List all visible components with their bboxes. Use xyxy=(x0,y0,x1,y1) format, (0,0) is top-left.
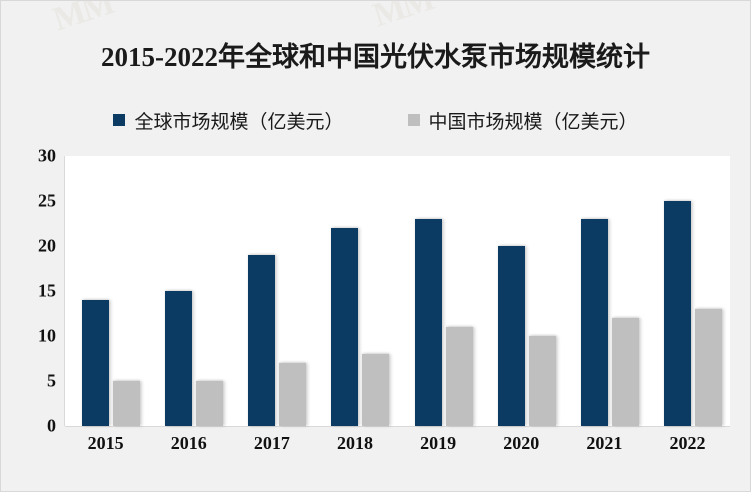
legend-label-china: 中国市场规模（亿美元） xyxy=(428,111,638,133)
bar-group xyxy=(481,156,564,426)
bar-global[interactable] xyxy=(497,246,525,426)
bar-group xyxy=(647,156,730,426)
bar-group xyxy=(314,156,397,426)
bar-group xyxy=(148,156,231,426)
y-axis-tick: 0 xyxy=(47,415,56,436)
bar-group xyxy=(231,156,314,426)
legend-swatch-china xyxy=(407,114,420,126)
x-axis-labels: 2015 2016 2017 2018 2019 2020 2021 2022 xyxy=(64,433,729,461)
bar-group xyxy=(398,156,481,426)
legend-item-china[interactable]: 中国市场规模（亿美元） xyxy=(407,107,638,134)
legend-label-global: 全球市场规模（亿美元） xyxy=(134,111,344,133)
bar-china[interactable] xyxy=(279,363,307,426)
x-axis-tick: 2016 xyxy=(170,433,207,453)
x-axis-tick: 2019 xyxy=(420,433,457,453)
y-axis-tick: 25 xyxy=(38,190,56,211)
bar-global[interactable] xyxy=(331,228,359,426)
bar-china[interactable] xyxy=(528,336,556,426)
watermark-right: MM xyxy=(368,0,438,35)
x-axis-tick: 2015 xyxy=(87,433,124,453)
bar-group xyxy=(564,156,647,426)
y-axis-tick: 20 xyxy=(38,235,56,256)
chart-legend: 全球市场规模（亿美元） 中国市场规模（亿美元） xyxy=(1,107,750,133)
plot-area xyxy=(64,156,730,427)
bar-global[interactable] xyxy=(663,201,691,426)
bar-china[interactable] xyxy=(445,327,473,426)
y-axis-tick: 15 xyxy=(38,280,56,301)
bar-china[interactable] xyxy=(113,381,140,426)
x-axis-line xyxy=(65,426,730,427)
bar-global[interactable] xyxy=(414,219,442,426)
legend-swatch-global xyxy=(113,114,126,126)
bar-china[interactable] xyxy=(611,318,639,426)
x-axis-tick: 2022 xyxy=(669,433,706,453)
x-axis-tick: 2021 xyxy=(586,433,623,453)
watermark-left: MM xyxy=(48,0,118,39)
bar-global[interactable] xyxy=(82,300,109,426)
bar-china[interactable] xyxy=(694,309,722,426)
y-axis-tick: 5 xyxy=(47,370,56,391)
y-axis-labels: 0 5 10 15 20 25 30 xyxy=(1,146,56,436)
x-axis-tick: 2017 xyxy=(253,433,290,453)
bar-group xyxy=(65,156,148,426)
x-axis-tick: 2018 xyxy=(336,433,373,453)
chart-title: 2015-2022年全球和中国光伏水泵市场规模统计 xyxy=(101,42,650,72)
bar-global[interactable] xyxy=(165,291,193,426)
y-axis-tick: 10 xyxy=(38,325,56,346)
bar-china[interactable] xyxy=(196,381,224,426)
bar-global[interactable] xyxy=(580,219,608,426)
y-axis-tick: 30 xyxy=(38,145,56,166)
bar-groups xyxy=(65,156,730,426)
legend-item-global[interactable]: 全球市场规模（亿美元） xyxy=(113,107,344,134)
bar-global[interactable] xyxy=(248,255,276,426)
x-axis-tick: 2020 xyxy=(503,433,540,453)
bar-china[interactable] xyxy=(362,354,390,426)
